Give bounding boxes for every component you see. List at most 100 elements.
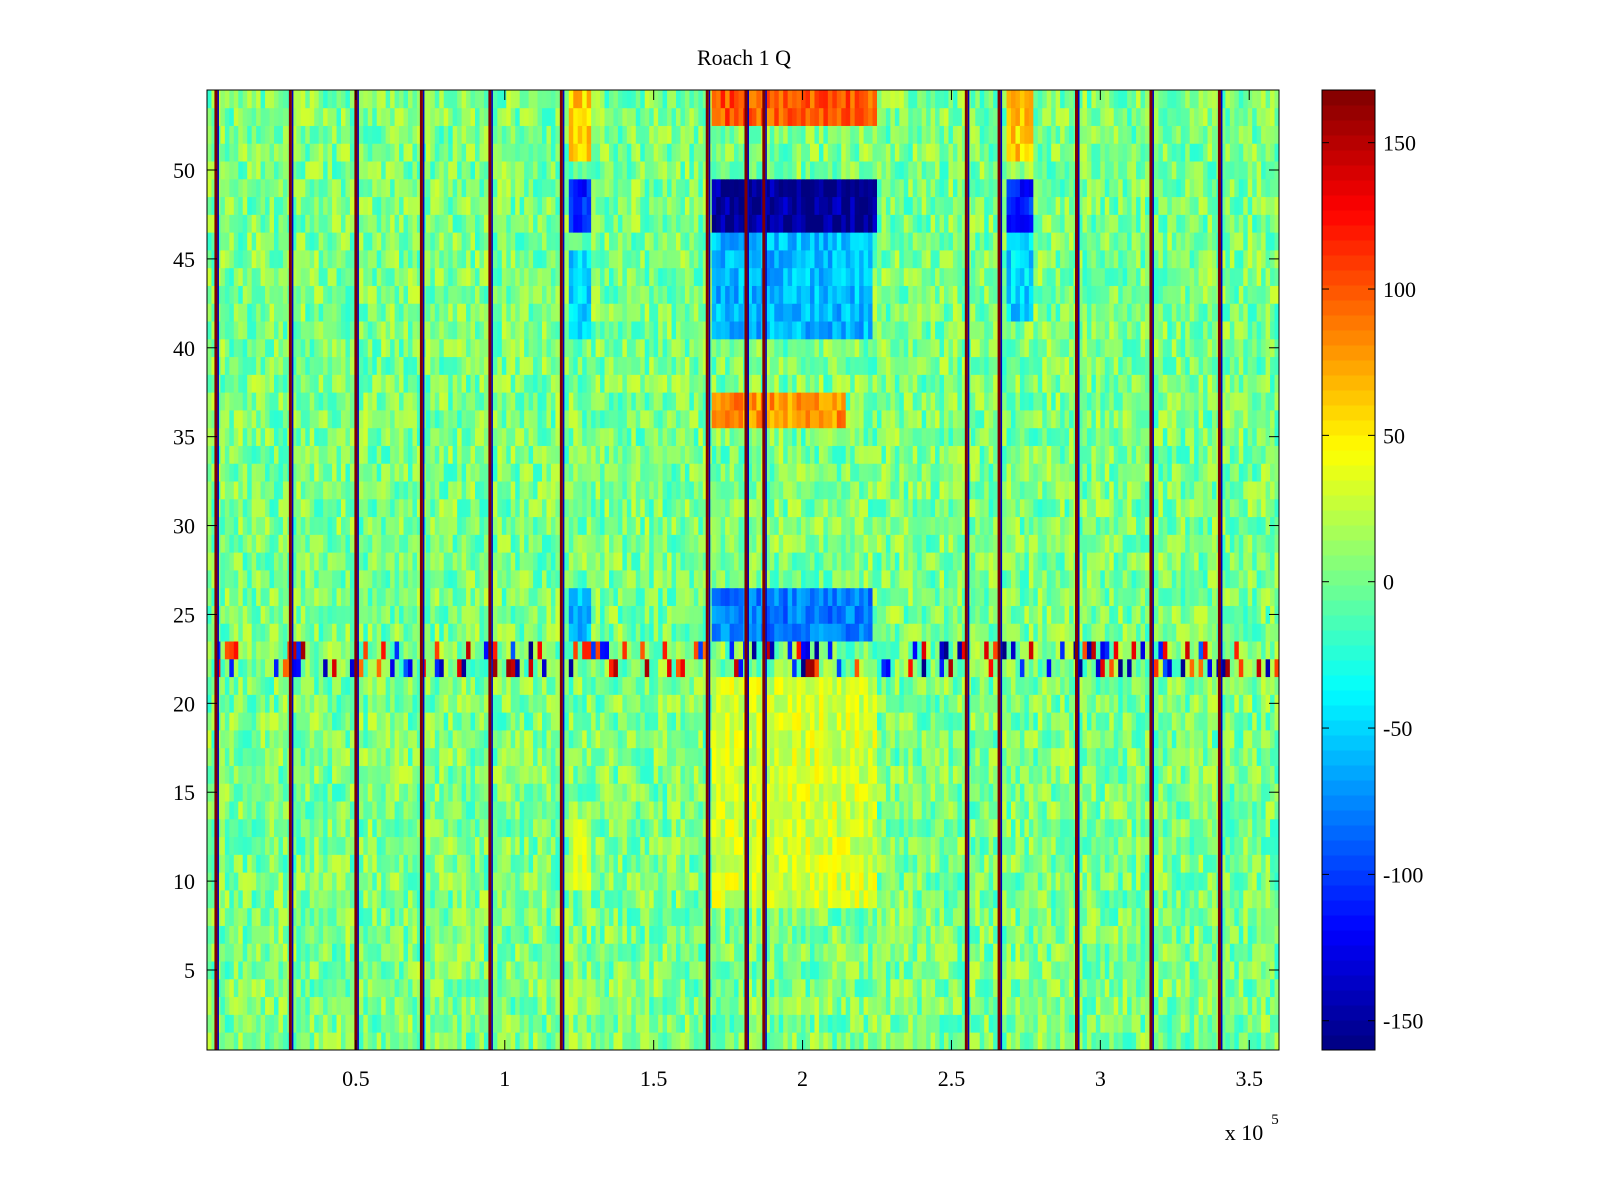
heatmap-cell: [519, 872, 525, 891]
heatmap-cell: [269, 818, 275, 838]
heatmap-cell: [903, 961, 909, 980]
heatmap-cell: [756, 996, 762, 1015]
heatmap-cell: [711, 943, 717, 962]
heatmap-cell: [613, 1014, 619, 1033]
heatmap-cell: [461, 694, 467, 713]
heatmap-cell: [390, 676, 395, 695]
heatmap-cell: [1270, 978, 1275, 998]
heatmap-cell: [662, 765, 668, 784]
heatmap-cell: [278, 854, 284, 873]
heatmap-cell: [233, 818, 239, 838]
heatmap-cell: [537, 801, 543, 820]
heatmap-cell: [323, 854, 328, 873]
heatmap-cell: [917, 978, 923, 998]
heatmap-cell: [877, 872, 882, 891]
heatmap-cell: [1212, 765, 1217, 784]
heatmap-cell: [1033, 854, 1039, 873]
heatmap-cell: [242, 925, 248, 944]
heatmap-cell: [756, 907, 762, 926]
heatmap-cell: [796, 730, 802, 749]
heatmap-cell: [1153, 765, 1159, 784]
heatmap-cell: [881, 818, 887, 838]
heatmap-cell: [631, 676, 637, 695]
heatmap-cell: [818, 925, 824, 944]
heatmap-cell: [367, 783, 373, 802]
heatmap-cell: [1002, 854, 1007, 873]
heatmap-cell: [796, 836, 802, 855]
heatmap-cell: [372, 730, 378, 749]
heatmap-cell: [810, 925, 815, 944]
heatmap-cell: [1051, 676, 1057, 695]
heatmap-cell: [751, 676, 757, 695]
heatmap-cell: [403, 925, 409, 944]
heatmap-cell: [1109, 836, 1115, 855]
heatmap-cell: [296, 694, 302, 713]
heatmap-cell: [595, 730, 601, 749]
heatmap-cell: [729, 783, 735, 802]
heatmap-cell: [403, 1014, 409, 1033]
heatmap-cell: [1198, 996, 1204, 1015]
heatmap-cell: [814, 978, 820, 998]
heatmap-cell: [921, 747, 927, 766]
heatmap-cell: [305, 765, 311, 784]
heatmap-cell: [403, 747, 409, 766]
heatmap-cell: [443, 765, 449, 784]
heatmap-cell: [859, 765, 864, 784]
heatmap-cell: [689, 783, 695, 802]
heatmap-cell: [792, 765, 797, 784]
heatmap-cell: [684, 730, 690, 749]
heatmap-cell: [1060, 818, 1065, 838]
heatmap-cell: [1256, 712, 1262, 731]
heatmap-cell: [358, 818, 364, 838]
heatmap-cell: [640, 872, 646, 891]
heatmap-cell: [555, 907, 561, 926]
heatmap-cell: [1180, 783, 1186, 802]
heatmap-cell: [278, 694, 284, 713]
heatmap-cell: [475, 996, 480, 1015]
heatmap-cell: [1176, 925, 1182, 944]
heatmap-cell: [550, 783, 556, 802]
heatmap-cell: [1006, 961, 1012, 980]
heatmap-cell: [1180, 712, 1186, 731]
heatmap-cell: [827, 907, 833, 926]
heatmap-cell: [479, 961, 485, 980]
heatmap-cell: [872, 925, 878, 944]
heatmap-cell: [430, 801, 436, 820]
heatmap-cell: [573, 747, 579, 766]
heatmap-cell: [1109, 730, 1115, 749]
heatmap-cell: [1270, 854, 1275, 873]
heatmap-cell: [778, 765, 784, 784]
heatmap-cell: [930, 783, 936, 802]
heatmap-cell: [885, 765, 891, 784]
heatmap-cell: [1127, 890, 1132, 909]
heatmap-cell: [970, 961, 976, 980]
heatmap-cell: [1131, 801, 1137, 820]
heatmap-cell: [881, 783, 887, 802]
heatmap-cell: [457, 694, 462, 713]
heatmap-cell: [282, 818, 288, 838]
heatmap-cell: [1069, 872, 1074, 891]
heatmap-cell: [850, 907, 856, 926]
heatmap-cell: [229, 747, 235, 766]
heatmap-cell: [220, 978, 226, 998]
heatmap-cell: [260, 978, 266, 998]
heatmap-cell: [256, 801, 261, 820]
heatmap-cell: [1024, 943, 1030, 962]
heatmap-cell: [1002, 1014, 1007, 1033]
heatmap-cell: [439, 730, 445, 749]
heatmap-cell: [609, 978, 614, 998]
heatmap-cell: [251, 712, 257, 731]
heatmap-cell: [542, 1032, 547, 1051]
heatmap-cell: [1095, 801, 1101, 820]
heatmap-cell: [787, 872, 793, 891]
heatmap-cell: [1198, 872, 1204, 891]
heatmap-cell: [323, 961, 328, 980]
heatmap-cell: [591, 872, 596, 891]
heatmap-cell: [1086, 907, 1092, 926]
heatmap-cell: [1028, 961, 1034, 980]
heatmap-cell: [1185, 730, 1191, 749]
heatmap-cell: [327, 854, 333, 873]
heatmap-cell: [877, 890, 882, 909]
heatmap-cell: [528, 854, 534, 873]
heatmap-cell: [363, 765, 369, 784]
